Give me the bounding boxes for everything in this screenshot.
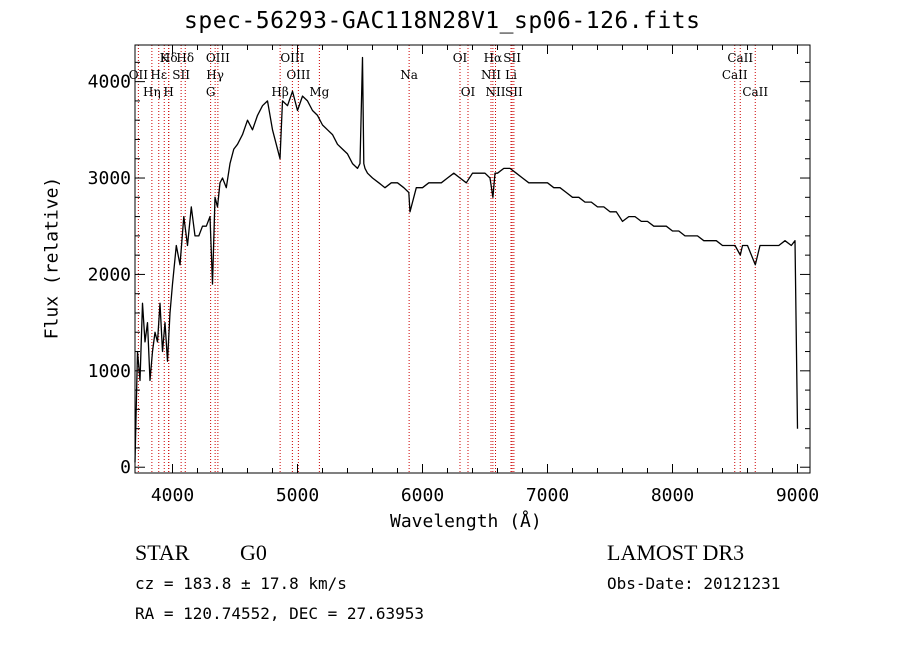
line-label: Hδ xyxy=(160,51,178,65)
object-subclass: G0 xyxy=(240,540,267,565)
line-label: OII xyxy=(129,68,149,82)
line-label: NII xyxy=(481,68,501,82)
line-label: NII xyxy=(486,85,506,99)
obs-date: Obs-Date: 20121231 xyxy=(607,574,781,593)
x-axis: 4000 5000 6000 7000 8000 9000 xyxy=(151,45,819,506)
line-label: OIII xyxy=(286,68,310,82)
line-label: OI xyxy=(453,51,468,65)
y-tick-label: 3000 xyxy=(88,168,131,189)
spectrum-series xyxy=(134,56,799,463)
line-label: OIII xyxy=(206,51,230,65)
y-tick-label: 2000 xyxy=(88,264,131,285)
line-label: Na xyxy=(400,68,418,82)
x-tick-label: 8000 xyxy=(651,485,694,506)
line-label: SII xyxy=(172,68,190,82)
x-axis-label: Wavelength (Å) xyxy=(390,511,542,532)
y-axis-label: Flux (relative) xyxy=(41,176,63,340)
line-label: Hδ xyxy=(176,51,194,65)
line-label: CaII xyxy=(727,51,753,65)
x-tick-label: 7000 xyxy=(526,485,569,506)
x-tick-label: 9000 xyxy=(776,485,819,506)
y-axis: 0 1000 2000 3000 4000 xyxy=(88,61,810,478)
line-label: Hη xyxy=(143,85,161,99)
line-label: Hα xyxy=(484,51,503,65)
y-tick-label: 1000 xyxy=(88,361,131,382)
line-label: G xyxy=(206,85,216,99)
x-tick-label: 6000 xyxy=(401,485,444,506)
line-label: H xyxy=(163,85,173,99)
survey-name: LAMOST DR3 xyxy=(607,540,745,565)
line-label: Hγ xyxy=(206,68,224,82)
y-tick-label: 0 xyxy=(120,457,131,478)
plot-frame xyxy=(134,44,811,474)
line-label: Li xyxy=(505,68,517,82)
spectrum-line xyxy=(134,56,799,463)
redshift-value: cz = 183.8 ± 17.8 km/s xyxy=(135,574,347,593)
y-tick-label: 4000 xyxy=(88,72,131,93)
line-label: SII xyxy=(503,51,521,65)
line-label: OI xyxy=(461,85,476,99)
line-label: OIII xyxy=(280,51,304,65)
chart-title: spec-56293-GAC118N28V1_sp06-126.fits xyxy=(184,8,701,34)
line-label: Mg xyxy=(309,85,329,99)
coordinates: RA = 120.74552, DEC = 27.63953 xyxy=(135,604,424,623)
line-markers xyxy=(137,45,756,473)
object-class: STAR xyxy=(135,540,190,565)
line-label: K xyxy=(160,51,170,65)
x-tick-label: 4000 xyxy=(151,485,194,506)
line-label: Hε xyxy=(150,68,167,82)
x-tick-label: 5000 xyxy=(276,485,319,506)
line-label: CaII xyxy=(742,85,768,99)
line-label: Hβ xyxy=(271,85,288,99)
line-label: CaII xyxy=(722,68,748,82)
line-label: SII xyxy=(505,85,523,99)
